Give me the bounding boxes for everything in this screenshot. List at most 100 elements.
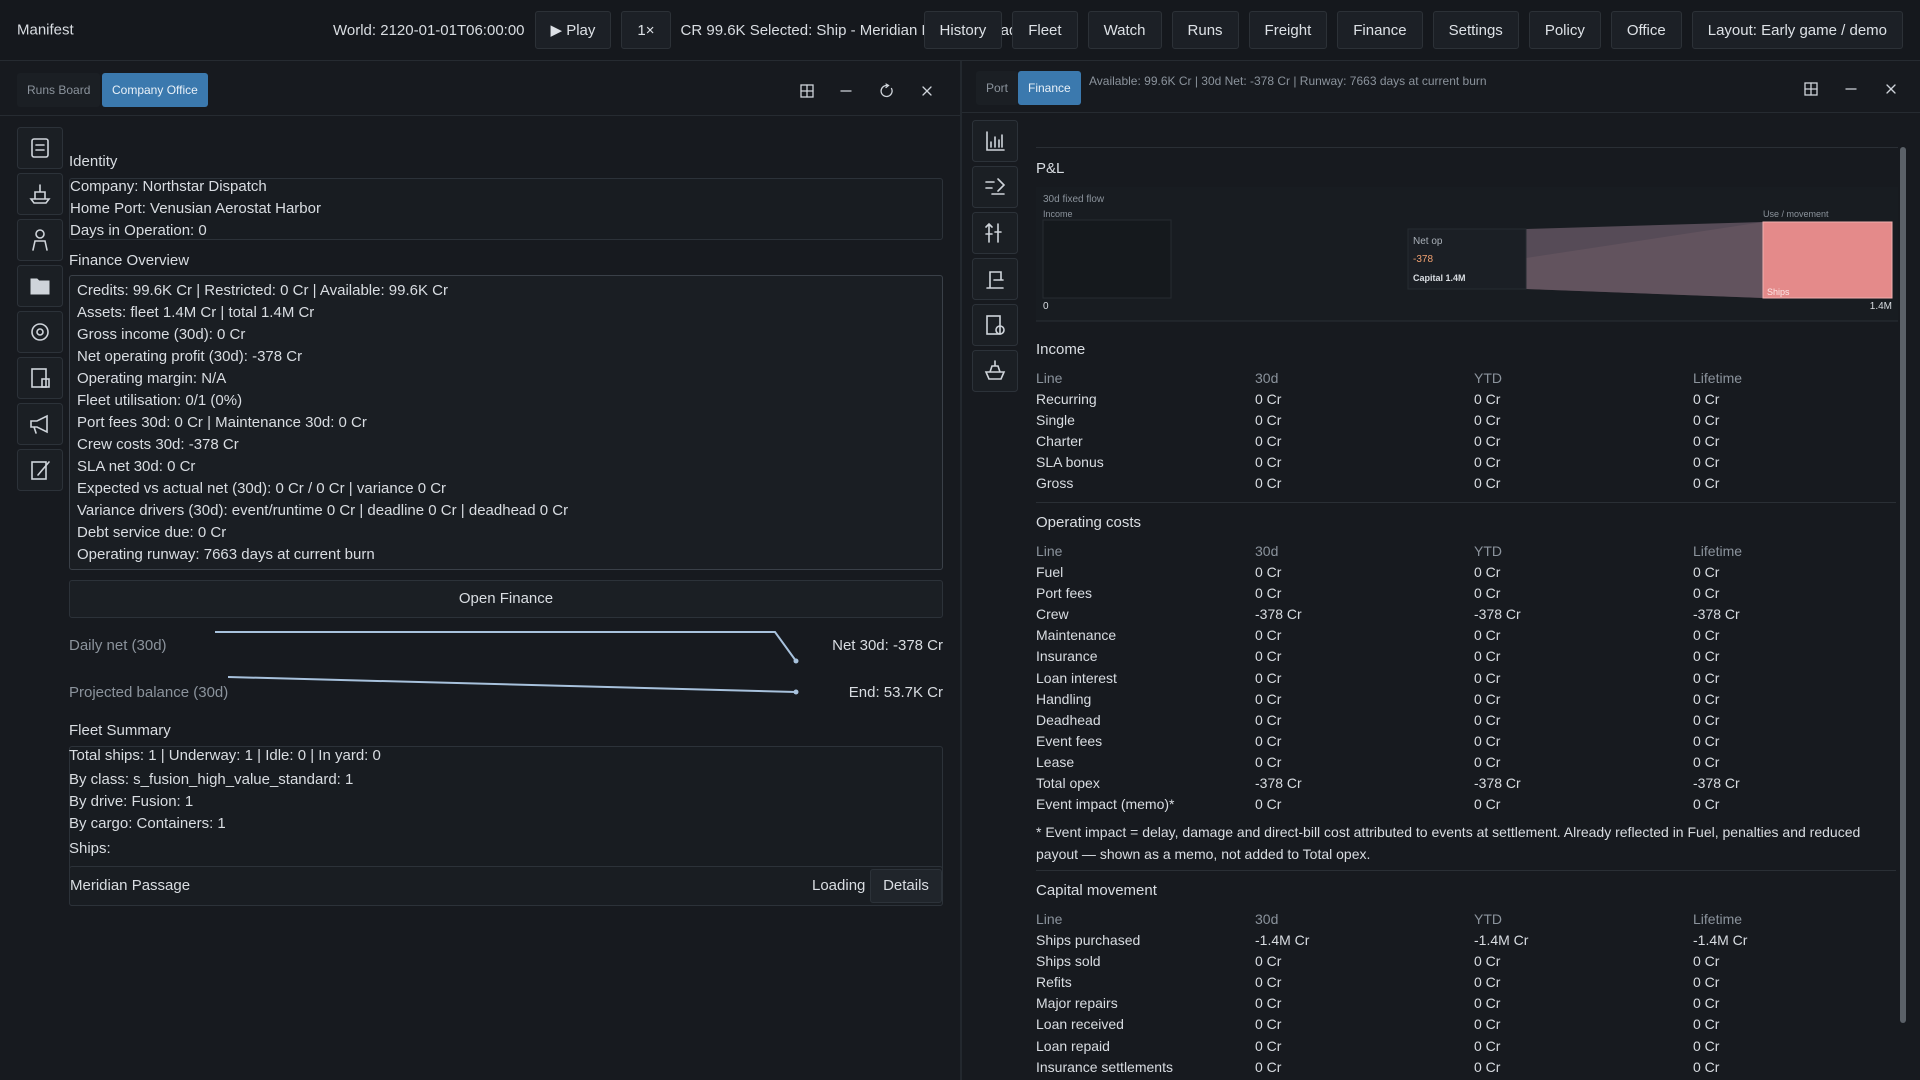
table-cell: 0 Cr (1474, 391, 1501, 407)
glyph (30, 414, 48, 434)
column-header: YTD (1474, 543, 1502, 559)
details-button[interactable]: Details (870, 869, 942, 903)
finance-line: Expected vs actual net (30d): 0 Cr / 0 C… (77, 480, 447, 497)
table-cell: Event fees (1036, 732, 1103, 749)
sidebar-button[interactable] (17, 311, 63, 353)
sparkline-label: Daily net (30d) (69, 637, 167, 654)
nav-button[interactable]: Watch (1087, 11, 1162, 49)
glyph (995, 325, 1005, 335)
table-cell: Maintenance (1036, 627, 1117, 644)
table-cell: Recurring (1036, 391, 1097, 407)
speed-button[interactable]: 1× (621, 11, 671, 49)
table-cell: 0 Cr (1693, 391, 1720, 407)
window-control[interactable] (880, 83, 894, 98)
scrollbar (1900, 147, 1906, 1023)
sidebar-button[interactable] (17, 127, 63, 169)
table-cell: 0 Cr (1255, 433, 1282, 450)
tab[interactable]: Company Office (102, 73, 208, 107)
node-value: -378 (1413, 254, 1434, 265)
table-cell: 0 Cr (1255, 585, 1282, 602)
tab[interactable]: Runs Board (17, 73, 101, 107)
window-control[interactable] (1844, 82, 1858, 96)
button-frame (972, 350, 1018, 392)
glyph (31, 323, 49, 341)
nav-button[interactable]: Fleet (1012, 11, 1078, 49)
tab[interactable]: Port (976, 71, 1019, 105)
table-cell: 0 Cr (1693, 753, 1720, 770)
button-frame (972, 304, 1018, 346)
glyph (885, 83, 890, 89)
table-cell: -378 Cr (1474, 606, 1521, 623)
nav-button[interactable]: History (923, 11, 1003, 49)
table-cell: 0 Cr (1474, 648, 1501, 665)
window-control[interactable] (1884, 82, 1898, 96)
sidebar-button[interactable] (17, 219, 63, 261)
divider (0, 115, 960, 116)
play-button[interactable]: ▶ Play (534, 11, 612, 49)
table-cell: 0 Cr (1255, 953, 1282, 970)
window-control[interactable] (839, 84, 853, 98)
nav-button[interactable]: Freight (1248, 11, 1328, 49)
glyph (986, 131, 1005, 151)
window-control[interactable] (1804, 82, 1818, 96)
window-control[interactable] (920, 84, 934, 98)
column-header: Line (1036, 370, 1063, 386)
sidebar-button[interactable] (972, 120, 1018, 162)
nav-button[interactable]: Office (1610, 11, 1682, 49)
nav-button[interactable]: Runs (1171, 11, 1239, 49)
finance-line: Assets: fleet 1.4M Cr | total 1.4M Cr (77, 304, 315, 321)
button-frame (17, 173, 63, 215)
glyph (41, 378, 50, 388)
button-frame (972, 258, 1018, 300)
button-frame (17, 357, 63, 399)
table-cell: 0 Cr (1255, 391, 1282, 407)
table-cell: 0 Cr (1693, 690, 1720, 707)
button-frame (17, 311, 63, 353)
sidebar-button[interactable] (972, 166, 1018, 208)
identity-box (69, 178, 943, 240)
table-cell: 0 Cr (1474, 454, 1501, 471)
footnote: * Event impact = delay, damage and direc… (1036, 824, 1861, 863)
section-rule (1036, 870, 1896, 871)
table-cell: Major repairs (1036, 995, 1118, 1012)
column-header: Line (1036, 911, 1063, 927)
node-label: Ships (1767, 287, 1790, 297)
sidebar-button[interactable] (972, 304, 1018, 346)
table-cell: Ships sold (1036, 953, 1101, 970)
sidebar-button[interactable] (17, 357, 63, 399)
sidebar-button[interactable] (17, 403, 63, 445)
sidebar-button[interactable] (972, 212, 1018, 254)
window-control[interactable] (800, 84, 814, 98)
sidebar-button[interactable] (17, 449, 63, 491)
table-cell: 0 Cr (1255, 564, 1282, 580)
sidebar-button[interactable] (17, 173, 63, 215)
ship-row[interactable] (69, 866, 943, 906)
nav-button[interactable]: Policy (1528, 11, 1601, 49)
open-finance-button[interactable]: Open Finance (69, 580, 943, 618)
table-cell: 0 Cr (1255, 669, 1282, 686)
table-cell: Crew (1036, 606, 1069, 623)
sidebar-button[interactable] (972, 258, 1018, 300)
table-cell: 0 Cr (1474, 995, 1501, 1012)
ship-name: Meridian Passage (70, 877, 191, 894)
sidebar-button[interactable] (972, 350, 1018, 392)
section-heading: Finance Overview (69, 252, 190, 269)
table-cell: 0 Cr (1255, 1037, 1282, 1054)
table-cell: 0 Cr (1693, 585, 1720, 602)
button-frame (17, 219, 63, 261)
sidebar-button[interactable] (17, 265, 63, 307)
nav-button[interactable]: Finance (1337, 11, 1423, 49)
finance-line: Fleet utilisation: 0/1 (0%) (77, 392, 243, 409)
nav-button[interactable]: Layout: Early game / demo (1691, 11, 1903, 49)
nav-button[interactable]: Settings (1432, 11, 1519, 49)
ship-status: Loading (812, 877, 866, 894)
tab[interactable]: Finance (1018, 71, 1081, 105)
glyph (31, 368, 47, 388)
glyph (986, 315, 1001, 335)
pl-chart (1036, 187, 1898, 322)
table-cell: 0 Cr (1693, 995, 1720, 1012)
column-header: 30d (1255, 911, 1279, 927)
table-cell: 0 Cr (1255, 732, 1282, 749)
table-cell: 0 Cr (1255, 974, 1282, 991)
fleet-line: Total ships: 1 | Underway: 1 | Idle: 0 |… (69, 747, 381, 764)
